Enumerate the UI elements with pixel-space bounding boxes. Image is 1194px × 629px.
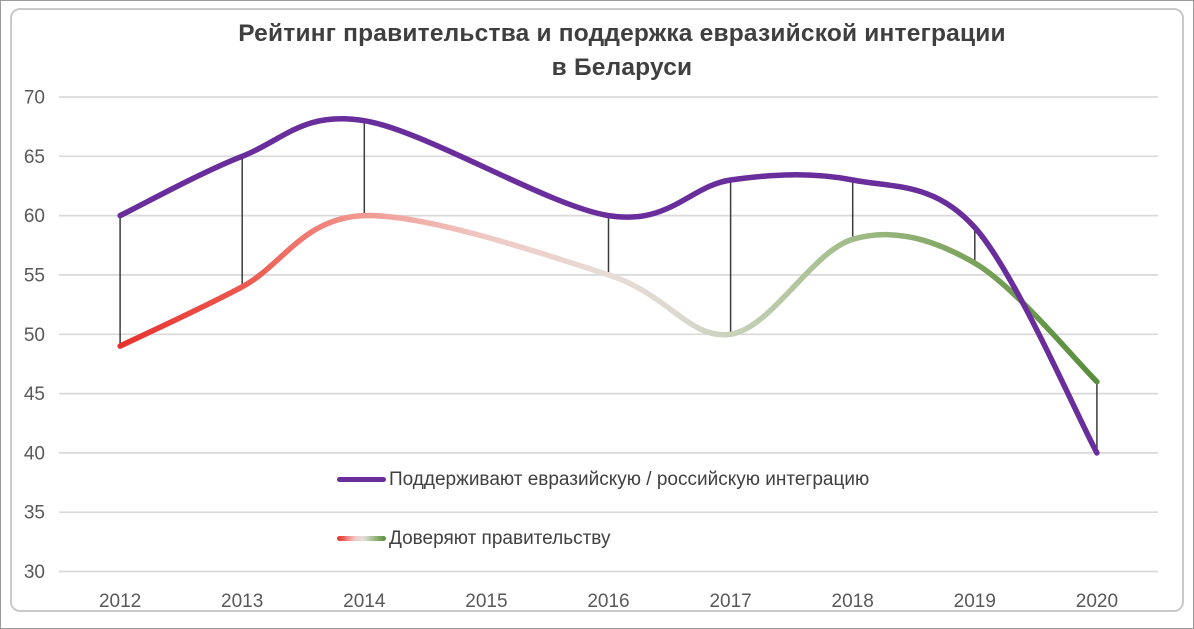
legend-item-integration: Поддерживают евразийскую / российскую ин… (337, 470, 869, 489)
x-tick-label-2020: 2020 (1076, 591, 1118, 612)
x-tick-label-2017: 2017 (709, 591, 751, 612)
x-tick-label-2012: 2012 (99, 591, 141, 612)
x-tick-label-2014: 2014 (343, 591, 386, 612)
y-tick-label-70: 70 (24, 88, 45, 109)
x-tick-label-2015: 2015 (465, 591, 507, 612)
x-tick-label-2016: 2016 (587, 591, 629, 612)
chart-title: Рейтинг правительства и поддержка еврази… (59, 17, 1185, 85)
x-tick-label-2013: 2013 (221, 591, 263, 612)
y-tick-label-40: 40 (24, 443, 45, 464)
x-axis-labels: 2012 2013 2014 2015 2016 2017 2018 2019 2020 (99, 591, 1118, 612)
y-tick-label-50: 50 (24, 325, 45, 346)
y-tick-label-35: 35 (24, 503, 45, 524)
legend-label-trust: Доверяют правительству (389, 528, 611, 549)
series-line-trust-government (117, 212, 1100, 385)
x-tick-label-2018: 2018 (832, 591, 874, 612)
series-line-integration-support (117, 116, 1100, 456)
gridlines (59, 96, 1158, 573)
y-tick-label-30: 30 (24, 562, 45, 583)
legend-label-integration: Поддерживают евразийскую / российскую ин… (389, 469, 870, 490)
y-tick-label-55: 55 (24, 265, 45, 286)
x-tick-label-2019: 2019 (954, 591, 996, 612)
chart-title-line2: в Беларуси (551, 54, 693, 81)
y-tick-label-60: 60 (24, 206, 45, 227)
legend-item-trust: Доверяют правительству (337, 529, 610, 548)
y-axis-labels: 70 65 60 55 50 45 40 35 30 (24, 88, 45, 584)
legend-swatch-trust-gradient-line (337, 536, 386, 541)
series-connector-lines (119, 120, 1098, 453)
legend-swatch-integration-line (337, 477, 386, 482)
chart-title-line1: Рейтинг правительства и поддержка еврази… (238, 20, 1006, 47)
y-tick-label-65: 65 (24, 147, 45, 168)
y-tick-label-45: 45 (24, 384, 45, 405)
